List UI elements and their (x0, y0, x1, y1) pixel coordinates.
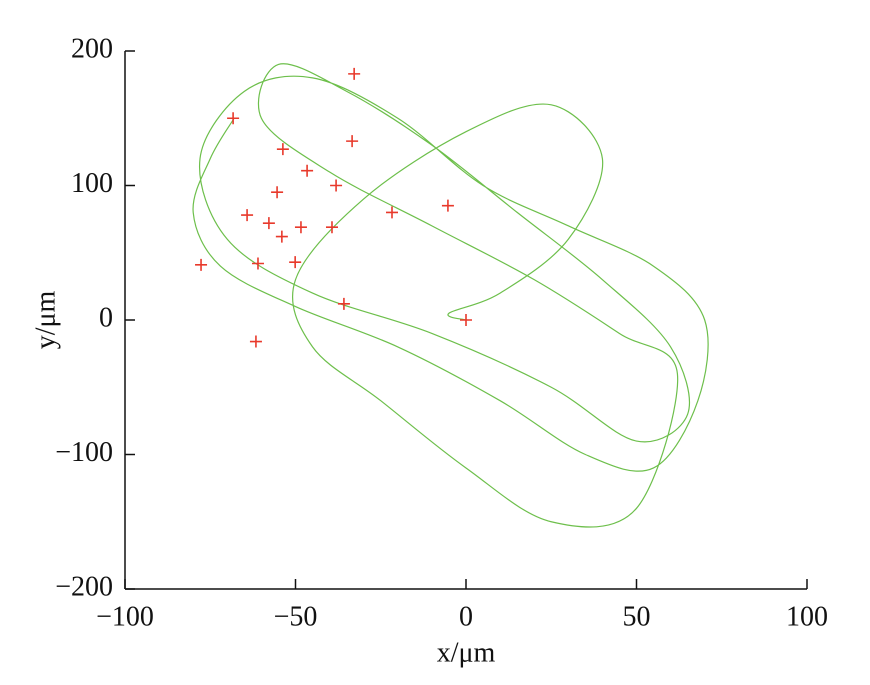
x-tick-label: −50 (274, 601, 318, 632)
x-tick-label: 50 (623, 601, 651, 632)
x-axis-label: x/μm (437, 637, 496, 668)
start-marker (271, 186, 284, 199)
start-marker (275, 230, 288, 243)
x-tick-label: 100 (786, 601, 828, 632)
start-marker (346, 135, 359, 148)
start-marker (195, 258, 208, 271)
x-tick-label: 0 (459, 601, 473, 632)
trajectory (192, 63, 709, 528)
start-marker (251, 257, 264, 270)
start-marker (330, 179, 343, 192)
start-marker (249, 335, 262, 348)
start-marker (227, 112, 240, 125)
start-marker (386, 206, 399, 219)
y-axis-label: y/μm (30, 290, 61, 349)
start-marker (276, 143, 289, 156)
start-marker (325, 221, 338, 234)
start-marker (241, 209, 254, 222)
x-tick-label: −100 (96, 601, 154, 632)
y-tick-label: 100 (71, 168, 113, 199)
y-tick-label: −200 (55, 571, 113, 602)
start-marker (294, 221, 307, 234)
start-marker (289, 256, 302, 269)
start-marker (348, 67, 361, 80)
start-marker (337, 297, 350, 310)
start-marker (301, 164, 314, 177)
start-marker (262, 217, 275, 230)
start-marker (460, 314, 472, 326)
y-tick-label: −100 (55, 437, 113, 468)
y-tick-label: 200 (71, 33, 113, 64)
y-tick-label: 0 (99, 302, 113, 333)
start-marker (441, 199, 454, 212)
